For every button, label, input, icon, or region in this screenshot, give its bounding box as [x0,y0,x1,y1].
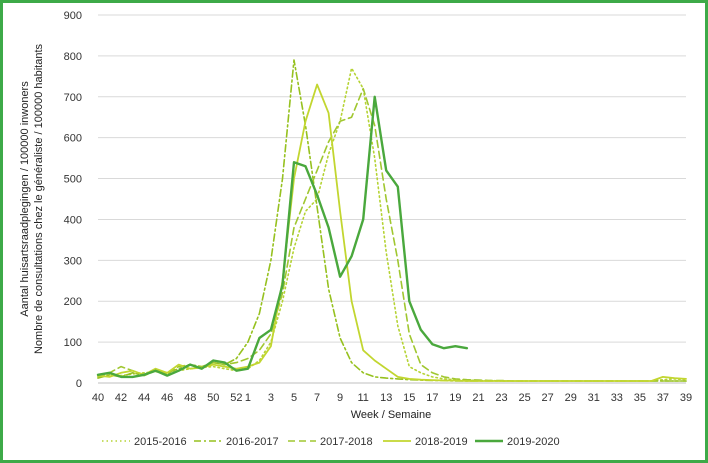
x-tick-label: 46 [161,392,173,404]
x-tick-label: 35 [634,392,646,404]
x-tick-label: 1 [245,392,251,404]
legend-label: 2018-2019 [415,436,468,448]
x-tick-label: 3 [268,392,274,404]
x-tick-label: 15 [403,392,415,404]
x-tick-label: 37 [657,392,669,404]
y-tick-label: 300 [64,255,82,267]
legend-label: 2017-2018 [320,436,373,448]
gridlines [98,14,686,384]
series-lines [96,59,687,382]
y-tick-label: 200 [64,296,82,308]
x-tick-label: 52 [230,392,242,404]
y-tick-label: 600 [64,133,82,145]
y-tick-label: 700 [64,92,82,104]
x-tick-label: 13 [380,392,392,404]
x-tick-label: 5 [291,392,297,404]
y-tick-label: 800 [64,51,82,63]
x-tick-label: 31 [588,392,600,404]
x-tick-label: 27 [542,392,554,404]
x-tick-label: 7 [314,392,320,404]
x-tick-label: 42 [115,392,127,404]
x-tick-labels: 40 42 44 46 48 50 52 1 3 5 7 9 11 13 15 17 19 21 23 25 27 29 3… [92,392,692,404]
series-line-2019-2020 [96,95,469,379]
x-tick-label: 19 [449,392,461,404]
y-tick-label: 0 [76,378,82,390]
x-tick-label: 44 [138,392,150,404]
y-tick-label: 400 [64,214,82,226]
y-tick-label: 100 [64,337,82,349]
series-line-2015-2016 [97,67,687,382]
y-tick-labels: 0 100 200 300 400 500 600 700 800 900 [64,10,82,390]
y-axis-title-line-2: Nombre de consultations chez le générali… [33,43,45,354]
legend-label: 2015-2016 [134,436,187,448]
x-tick-label: 11 [357,392,368,404]
y-tick-label: 900 [64,10,82,22]
x-tick-label: 25 [518,392,530,404]
x-tick-label: 21 [472,392,484,404]
x-tick-label: 50 [207,392,219,404]
x-tick-label: 48 [184,392,196,404]
series-line-2018-2019 [97,83,687,382]
y-axis-title-line-1: Aantal huisartsraadplegingen / 100000 in… [19,81,31,317]
x-tick-label: 17 [426,392,438,404]
x-tick-label: 40 [92,392,104,404]
series-line-2016-2017 [97,59,687,382]
x-tick-label: 39 [680,392,692,404]
series-line-2017-2018 [97,87,687,382]
legend-label: 2016-2017 [226,436,279,448]
legend: 2015-2016 2016-2017 2017-2018 2018-2019 2019… [102,436,560,448]
legend-label: 2019-2020 [507,436,560,448]
x-tick-label: 29 [565,392,577,404]
x-tick-label: 9 [337,392,343,404]
y-tick-label: 500 [64,174,82,186]
x-axis-title: Week / Semaine [351,409,432,421]
x-tick-label: 23 [495,392,507,404]
x-tick-label: 33 [611,392,623,404]
